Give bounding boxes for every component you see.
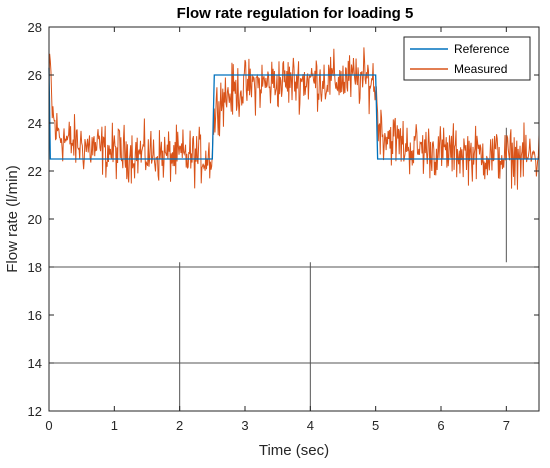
x-axis-label: Time (sec) [259,442,329,459]
legend: Reference Measured [403,36,531,81]
x-tick-label: 3 [241,418,248,433]
series-line-reference [48,67,539,160]
y-tick-label: 20 [28,212,42,227]
x-tick-label: 1 [111,418,118,433]
legend-box [403,36,531,81]
y-tick-label: 24 [28,116,42,131]
legend-label-measured: Measured [454,62,507,76]
y-axis-label: Flow rate (l/min) [4,165,21,273]
x-axis-ticks: 0 1 2 3 4 5 6 7 [45,27,510,433]
legend-label-reference: Reference [454,42,510,56]
annotation-lines [49,127,539,411]
y-tick-label: 16 [28,308,42,323]
y-axis-ticks: 12 14 16 18 20 22 24 26 28 [28,20,539,419]
y-tick-label: 18 [28,260,42,275]
x-tick-label: 0 [45,418,52,433]
y-tick-label: 22 [28,164,42,179]
series-lines [48,47,540,190]
chart-title: Flow rate regulation for loading 5 [177,5,414,22]
series-line-measured [48,47,540,190]
x-tick-label: 6 [437,418,444,433]
y-tick-label: 12 [28,404,42,419]
plot-area [49,27,539,411]
y-tick-label: 28 [28,20,42,35]
x-tick-label: 5 [372,418,379,433]
x-tick-label: 7 [503,418,510,433]
x-tick-label: 2 [176,418,183,433]
x-tick-label: 4 [307,418,314,433]
y-tick-label: 14 [28,356,42,371]
y-tick-label: 26 [28,68,42,83]
